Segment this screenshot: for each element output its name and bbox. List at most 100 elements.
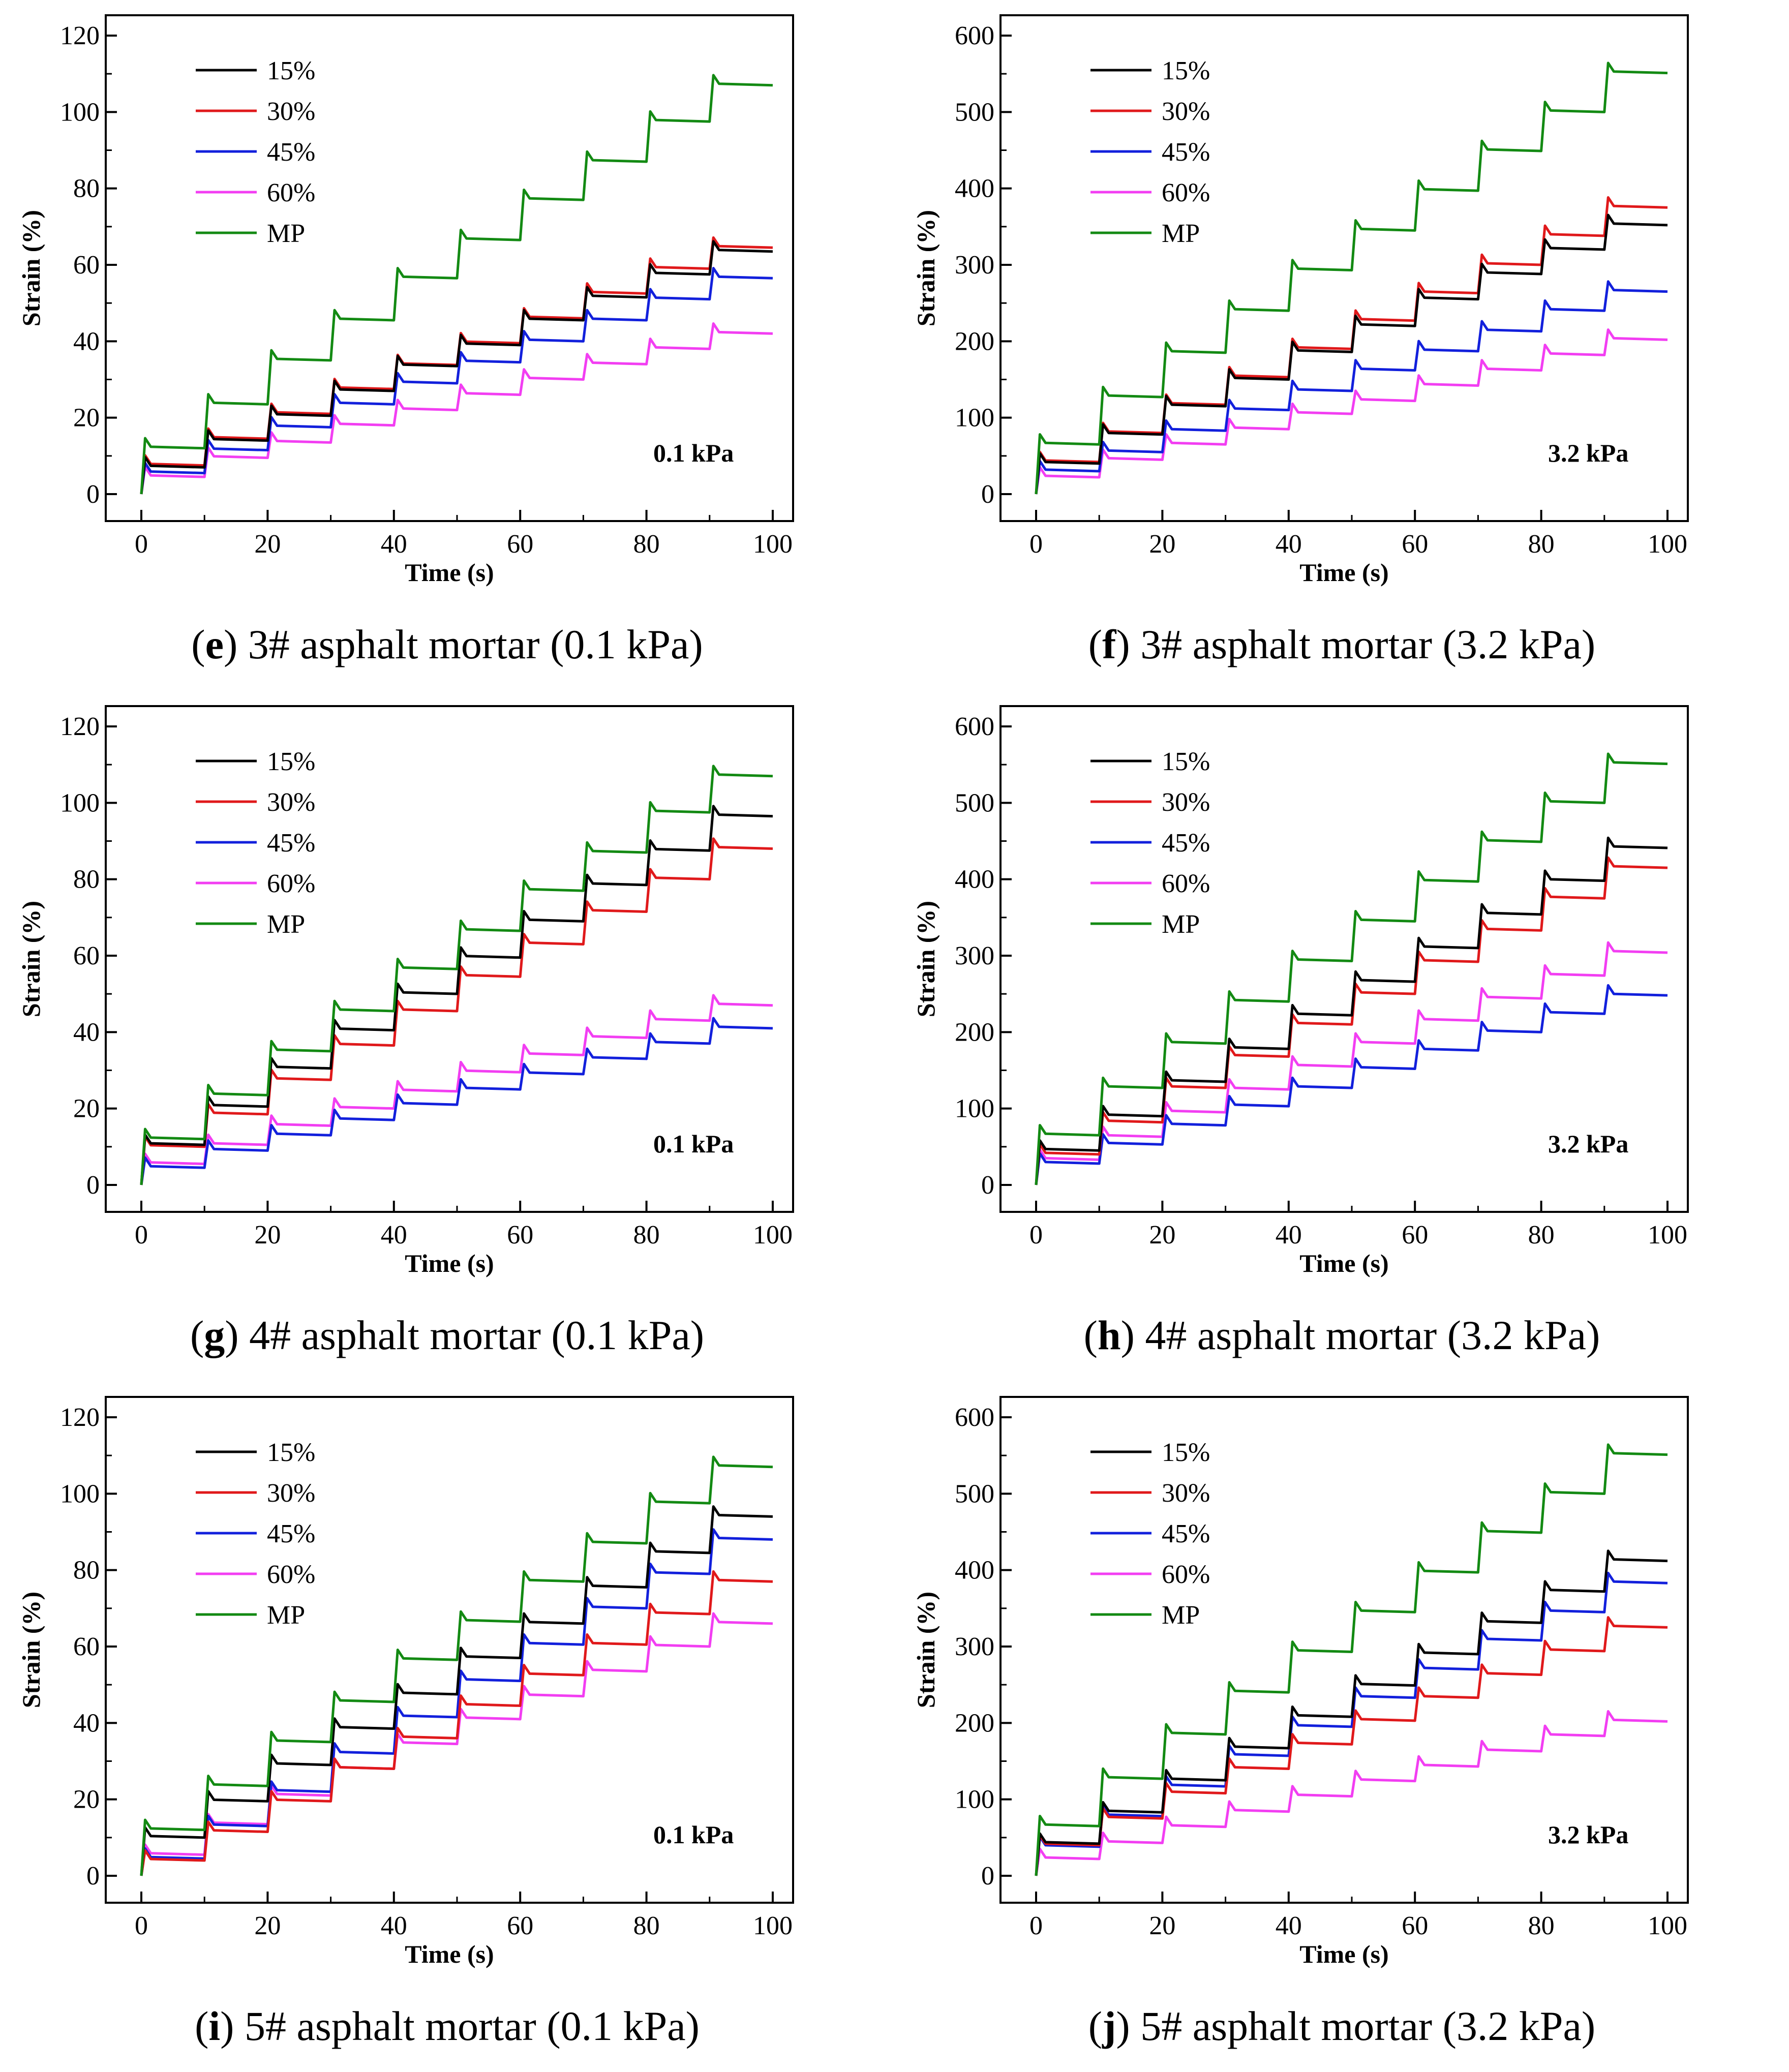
series-line-mp: [140, 1455, 773, 1876]
figure-caption: (g) 4# asphalt mortar (0.1 kPa): [0, 1310, 894, 1361]
legend-label: 60%: [1162, 869, 1210, 898]
series-line-15pct: [1035, 836, 1668, 1185]
x-tick-label: 100: [1648, 530, 1687, 559]
y-tick-label: 300: [955, 251, 994, 280]
chart-f: 0 100 200 300 400 500 600 0 20 40 60 80 100 Time (s) S…: [912, 14, 1689, 587]
y-tick-label: 400: [955, 174, 994, 203]
caption-paren: (: [190, 1312, 204, 1358]
y-tick-label: 80: [73, 1556, 100, 1585]
y-tick-label: 300: [955, 941, 994, 970]
y-tick-label: 600: [955, 21, 994, 50]
x-tick-label: 80: [1528, 530, 1555, 559]
series-line-15pct: [140, 1505, 773, 1876]
x-tick-label: 60: [507, 530, 533, 559]
legend-label: 60%: [267, 1560, 315, 1589]
series-line-15pct: [1035, 1549, 1668, 1876]
series-line-mp: [1035, 1443, 1668, 1876]
figure-caption: (f) 3# asphalt mortar (3.2 kPa): [895, 619, 1789, 670]
legend-label: 60%: [1162, 1560, 1210, 1589]
legend-label: MP: [267, 1601, 305, 1630]
y-tick-label: 100: [60, 98, 100, 127]
legend-label: 30%: [267, 1479, 315, 1508]
series-line-60pct: [1035, 941, 1668, 1185]
chart-panel-g: 0 20 40 60 80 100 120 0 20 40 60 80 100 Time (s) Strai…: [0, 691, 894, 1381]
plot-frame: [999, 1396, 1689, 1904]
y-tick-label: 100: [955, 1785, 994, 1814]
x-tick-label: 80: [1528, 1911, 1555, 1940]
x-tick-label: 40: [381, 1221, 407, 1250]
legend-label: 30%: [1162, 97, 1210, 126]
y-axis-label: Strain (%): [17, 210, 45, 326]
y-tick-label: 40: [73, 327, 100, 356]
caption-paren: (: [191, 621, 205, 667]
x-tick-label: 0: [135, 530, 148, 559]
figure-caption: (h) 4# asphalt mortar (3.2 kPa): [895, 1310, 1789, 1361]
x-tick-label: 20: [254, 530, 281, 559]
y-tick-label: 0: [981, 480, 994, 509]
series-line-30pct: [140, 837, 773, 1185]
x-tick-label: 0: [1029, 530, 1043, 559]
legend-label: 45%: [1162, 1519, 1210, 1548]
y-tick-label: 40: [73, 1018, 100, 1047]
caption-letter: g: [204, 1312, 225, 1358]
legend-label: 45%: [1162, 138, 1210, 167]
legend-label: MP: [267, 219, 305, 248]
legend-label: 15%: [1162, 747, 1210, 776]
caption-text: ) 3# asphalt mortar (0.1 kPa): [223, 621, 703, 667]
caption-paren: (: [1083, 1312, 1098, 1358]
legend-label: MP: [1162, 219, 1200, 248]
x-tick-label: 40: [1276, 530, 1302, 559]
x-tick-label: 20: [254, 1221, 281, 1250]
series-line-mp: [140, 765, 773, 1185]
x-tick-label: 100: [753, 530, 793, 559]
legend-label: 60%: [267, 869, 315, 898]
x-axis-label: Time (s): [1299, 1940, 1388, 1968]
legend-label: 60%: [267, 178, 315, 207]
series-line-30pct: [1035, 856, 1668, 1185]
plot-frame: [105, 14, 794, 522]
chart-panel-h: 0 100 200 300 400 500 600 0 20 40 60 80 100 Time (s) S…: [895, 691, 1789, 1381]
pressure-annotation: 0.1 kPa: [653, 1820, 734, 1849]
y-tick-label: 20: [73, 1094, 100, 1123]
series-line-60pct: [140, 322, 773, 495]
caption-paren: (: [195, 2003, 209, 2049]
x-tick-label: 100: [1648, 1911, 1687, 1940]
pressure-annotation: 0.1 kPa: [653, 1130, 734, 1158]
chart-panel-f: 0 100 200 300 400 500 600 0 20 40 60 80 100 Time (s) S…: [895, 0, 1789, 690]
series-line-15pct: [140, 805, 773, 1185]
plot-frame: [999, 705, 1689, 1213]
pressure-annotation: 3.2 kPa: [1548, 1820, 1628, 1849]
caption-letter: f: [1102, 621, 1116, 667]
x-tick-label: 40: [381, 1911, 407, 1940]
series-line-60pct: [1035, 1710, 1668, 1876]
figure-caption: (e) 3# asphalt mortar (0.1 kPa): [0, 619, 894, 670]
y-tick-label: 0: [86, 1862, 100, 1891]
x-axis-label: Time (s): [1299, 1249, 1388, 1277]
y-tick-label: 600: [955, 712, 994, 741]
x-tick-label: 40: [1276, 1221, 1302, 1250]
legend-label: 60%: [1162, 178, 1210, 207]
plot-frame: [999, 14, 1689, 522]
x-tick-label: 40: [1276, 1911, 1302, 1940]
y-tick-label: 100: [955, 404, 994, 433]
x-axis-label: Time (s): [405, 558, 494, 587]
series-line-15pct: [1035, 214, 1668, 495]
caption-text: ) 4# asphalt mortar (3.2 kPa): [1120, 1312, 1600, 1358]
caption-paren: (: [1088, 2003, 1103, 2049]
chart-j: 0 100 200 300 400 500 600 0 20 40 60 80 100 Time (s) S…: [912, 1396, 1689, 1968]
x-tick-label: 80: [633, 1911, 660, 1940]
caption-text: ) 5# asphalt mortar (0.1 kPa): [220, 2003, 700, 2049]
x-tick-label: 0: [1029, 1221, 1043, 1250]
y-tick-label: 60: [73, 251, 100, 280]
x-tick-label: 80: [633, 1221, 660, 1250]
y-tick-label: 400: [955, 1556, 994, 1585]
series-line-45pct: [140, 1528, 773, 1876]
y-tick-label: 60: [73, 941, 100, 970]
legend-label: 15%: [1162, 1438, 1210, 1467]
series-line-mp: [1035, 752, 1668, 1185]
series-line-15pct: [140, 240, 773, 495]
legend-label: MP: [1162, 910, 1200, 939]
x-tick-label: 0: [135, 1221, 148, 1250]
y-tick-label: 120: [60, 1403, 100, 1432]
caption-paren: (: [1088, 621, 1103, 667]
